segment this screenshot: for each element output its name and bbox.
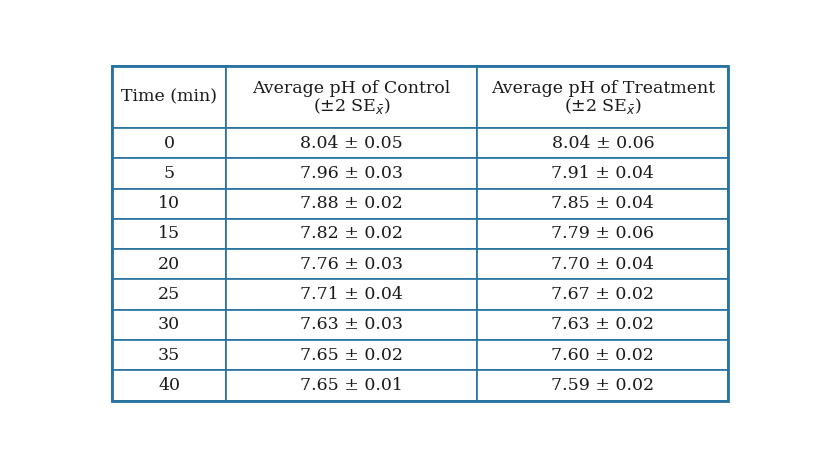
Bar <box>477 310 727 340</box>
Text: 7.65 ± 0.02: 7.65 ± 0.02 <box>300 346 403 364</box>
Text: 7.63 ± 0.02: 7.63 ± 0.02 <box>550 316 654 333</box>
Bar <box>112 340 226 370</box>
Text: 8.04 ± 0.06: 8.04 ± 0.06 <box>551 134 654 152</box>
Text: 5: 5 <box>163 165 174 182</box>
Bar <box>226 219 477 249</box>
Bar <box>226 158 477 188</box>
Text: 7.63 ± 0.03: 7.63 ± 0.03 <box>300 316 403 333</box>
Text: 35: 35 <box>158 346 180 364</box>
Text: 7.79 ± 0.06: 7.79 ± 0.06 <box>550 225 654 243</box>
Bar <box>226 128 477 158</box>
Text: 8.04 ± 0.05: 8.04 ± 0.05 <box>300 134 403 152</box>
Text: 7.91 ± 0.04: 7.91 ± 0.04 <box>550 165 654 182</box>
Text: 7.71 ± 0.04: 7.71 ± 0.04 <box>300 286 403 303</box>
Bar <box>477 249 727 280</box>
Text: 7.82 ± 0.02: 7.82 ± 0.02 <box>300 225 403 243</box>
Text: 7.59 ± 0.02: 7.59 ± 0.02 <box>550 377 654 394</box>
Text: 40: 40 <box>158 377 180 394</box>
Bar <box>226 188 477 219</box>
Bar <box>112 158 226 188</box>
Text: Average pH of Treatment: Average pH of Treatment <box>491 79 714 97</box>
Bar <box>226 249 477 280</box>
Text: 20: 20 <box>158 256 180 273</box>
Text: 7.96 ± 0.03: 7.96 ± 0.03 <box>300 165 403 182</box>
Text: 7.60 ± 0.02: 7.60 ± 0.02 <box>550 346 654 364</box>
Bar <box>226 66 477 128</box>
Bar <box>477 158 727 188</box>
Text: 0: 0 <box>163 134 174 152</box>
Text: 7.70 ± 0.04: 7.70 ± 0.04 <box>550 256 654 273</box>
Bar <box>226 280 477 310</box>
Bar <box>477 280 727 310</box>
Text: Time (min): Time (min) <box>121 89 217 105</box>
Bar <box>112 280 226 310</box>
Text: 7.85 ± 0.04: 7.85 ± 0.04 <box>550 195 654 212</box>
Text: 7.65 ± 0.01: 7.65 ± 0.01 <box>300 377 403 394</box>
Bar <box>112 310 226 340</box>
Bar <box>226 370 477 401</box>
Text: 7.76 ± 0.03: 7.76 ± 0.03 <box>300 256 403 273</box>
Bar <box>477 219 727 249</box>
Text: 7.88 ± 0.02: 7.88 ± 0.02 <box>300 195 403 212</box>
Bar <box>112 128 226 158</box>
Text: 25: 25 <box>158 286 180 303</box>
Text: 15: 15 <box>158 225 180 243</box>
Text: 7.67 ± 0.02: 7.67 ± 0.02 <box>550 286 654 303</box>
Bar <box>477 188 727 219</box>
Bar <box>477 370 727 401</box>
Bar <box>477 340 727 370</box>
Bar <box>112 219 226 249</box>
Text: Average pH of Control: Average pH of Control <box>252 79 450 97</box>
Bar <box>477 66 727 128</box>
Bar <box>112 249 226 280</box>
Bar <box>226 310 477 340</box>
Bar <box>112 370 226 401</box>
Text: ($\pm$2 SE$_{\bar{x}}$): ($\pm$2 SE$_{\bar{x}}$) <box>563 96 641 116</box>
Bar <box>112 66 226 128</box>
Text: 30: 30 <box>158 316 180 333</box>
Bar <box>477 128 727 158</box>
Text: ($\pm$2 SE$_{\bar{x}}$): ($\pm$2 SE$_{\bar{x}}$) <box>312 96 390 116</box>
Bar <box>226 340 477 370</box>
Text: 10: 10 <box>158 195 180 212</box>
Bar <box>112 188 226 219</box>
